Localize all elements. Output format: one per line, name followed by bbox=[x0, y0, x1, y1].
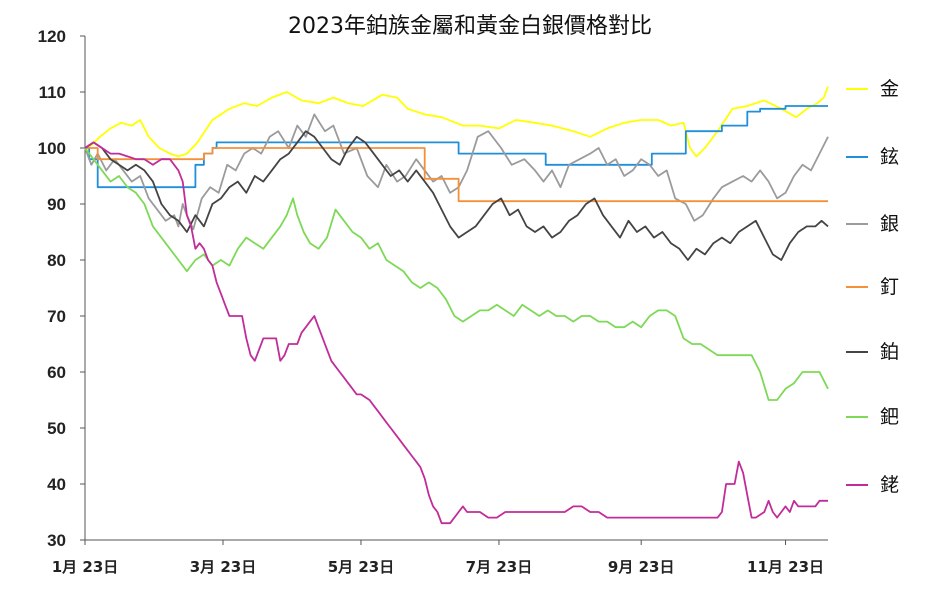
series-layer bbox=[84, 86, 829, 525]
legend-label: 銀 bbox=[880, 213, 899, 235]
y-tick-label: 30 bbox=[47, 531, 66, 550]
y-axis-ticks: 30 40 50 60 70 80 90 100 110 120 bbox=[38, 27, 85, 550]
series-line-6 bbox=[84, 147, 829, 401]
chart-title: 2023年鉑族金屬和黃金白銀價格對比 bbox=[288, 14, 652, 39]
legend-label: 鉉 bbox=[880, 146, 899, 168]
legend-label: 鈀 bbox=[880, 406, 899, 428]
series-line-7 bbox=[84, 141, 828, 525]
y-tick-label: 90 bbox=[47, 195, 66, 214]
legend-label: 鉑 bbox=[880, 341, 899, 363]
x-tick-label: 1月 23日 bbox=[52, 558, 119, 576]
y-tick-label: 120 bbox=[38, 27, 66, 46]
series-line-2 bbox=[85, 105, 828, 189]
legend-label: 金 bbox=[880, 78, 899, 100]
y-tick-label: 50 bbox=[47, 419, 66, 438]
series-line-5 bbox=[84, 130, 829, 261]
x-axis-ticks: 1月 23日 3月 23日 5月 23日 7月 23日 9月 23日 11月 23日 bbox=[52, 540, 824, 576]
series-line-1 bbox=[84, 86, 829, 158]
y-tick-label: 40 bbox=[47, 475, 66, 494]
x-tick-label: 5月 23日 bbox=[328, 558, 395, 576]
x-tick-label: 3月 23日 bbox=[190, 558, 257, 576]
y-tick-label: 60 bbox=[47, 363, 66, 382]
x-tick-label: 9月 23日 bbox=[608, 558, 675, 576]
y-tick-label: 100 bbox=[38, 139, 66, 158]
legend-label: 銠 bbox=[880, 474, 899, 496]
x-tick-label: 7月 23日 bbox=[466, 558, 533, 576]
x-tick-label: 11月 23日 bbox=[747, 558, 824, 576]
y-tick-label: 70 bbox=[47, 307, 66, 326]
y-tick-label: 110 bbox=[39, 83, 66, 102]
y-tick-label: 80 bbox=[47, 251, 66, 270]
legend-label: 釘 bbox=[880, 276, 899, 298]
